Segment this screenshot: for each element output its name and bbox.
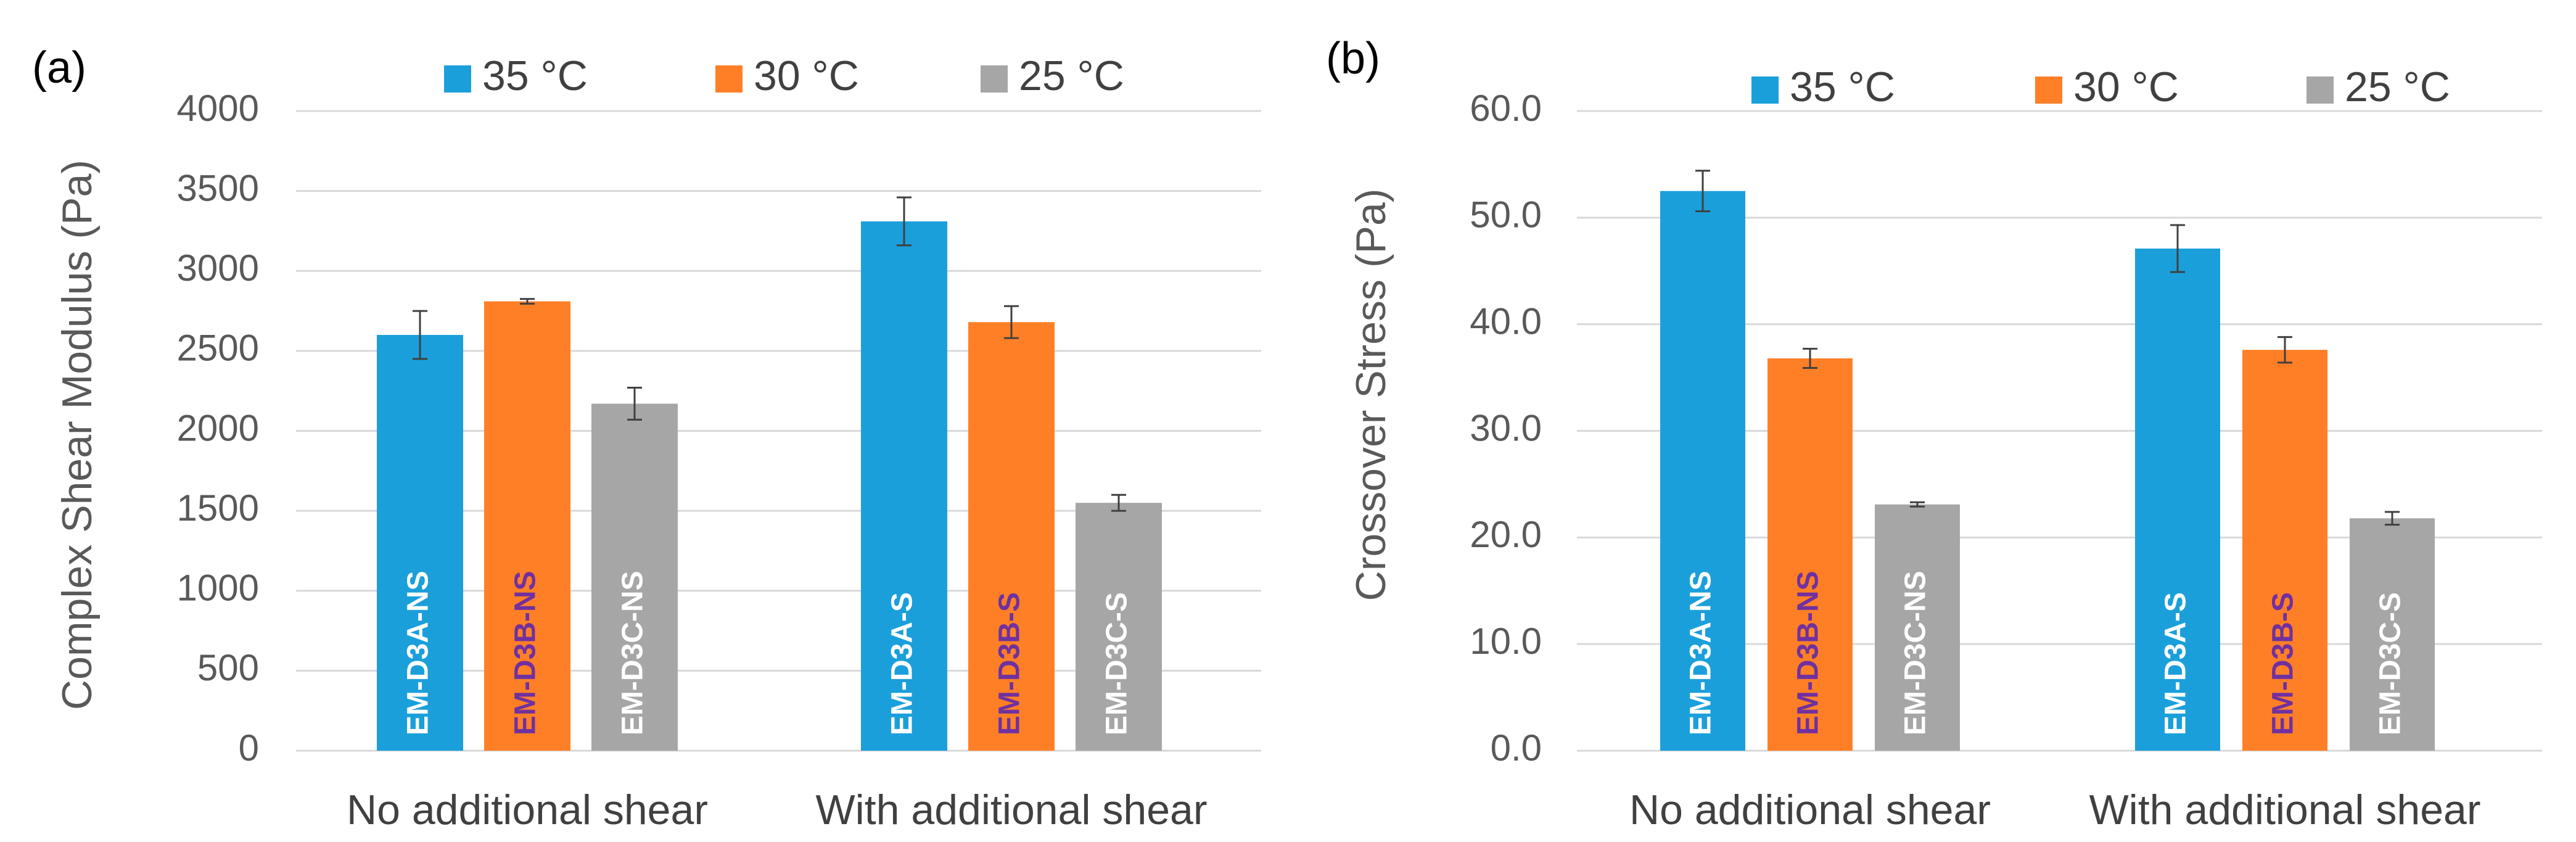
bar [591, 403, 678, 751]
bar-data-label: EM-D3A-S [2160, 592, 2192, 735]
bar [1875, 504, 1960, 751]
category-label: With additional shear [2089, 786, 2480, 833]
bar [377, 334, 463, 751]
y-tick-label: 500 [197, 647, 259, 688]
category-label: With additional shear [815, 786, 1207, 833]
bar-data-label: EM-D3C-NS [617, 571, 649, 735]
legend-label: 30 °C [754, 52, 859, 99]
legend-label: 25 °C [1019, 52, 1124, 99]
bar-data-label: EM-D3C-S [2374, 592, 2407, 735]
bar-data-label: EM-D3A-NS [402, 571, 435, 735]
bar-data-label: EM-D3A-S [886, 592, 919, 735]
y-tick-label: 4000 [177, 88, 259, 129]
bar-data-label: EM-D3C-NS [1899, 571, 1932, 735]
y-tick-label: 40.0 [1470, 301, 1542, 342]
bar [968, 322, 1055, 751]
y-tick-label: 20.0 [1470, 514, 1542, 555]
y-tick-label: 50.0 [1470, 194, 1542, 236]
bar [1767, 358, 1853, 751]
legend-swatch [715, 65, 743, 93]
bar [1660, 191, 1745, 751]
y-tick-label: 3000 [177, 247, 259, 289]
y-tick-label: 1000 [177, 568, 259, 609]
legend-label: 30 °C [2073, 64, 2179, 110]
bar-data-label: EM-D3B-S [994, 592, 1026, 735]
legend-swatch [2035, 76, 2062, 104]
y-tick-label: 10.0 [1470, 621, 1542, 662]
bar [2135, 248, 2220, 751]
y-axis-label: Crossover Stress (Pa) [1348, 189, 1394, 601]
legend-label: 25 °C [2345, 64, 2450, 110]
legend-label: 35 °C [482, 52, 588, 99]
y-tick-label: 60.0 [1470, 88, 1542, 129]
bar [1076, 503, 1162, 751]
y-tick-label: 2500 [177, 328, 259, 369]
panel-label: (a) [32, 43, 86, 93]
legend-swatch [444, 65, 471, 93]
panel-label: (b) [1326, 34, 1380, 83]
bar [484, 301, 570, 751]
chart-panel-a: (a) 0 500 1000 1500 2000 2500 3000 3500 4000 Compl… [32, 43, 1261, 833]
chart-panel-b: (b) 0.0 10.0 20.0 30.0 40.0 50.0 60.0 Crossover … [1326, 34, 2542, 833]
bar-data-label: EM-D3A-NS [1685, 571, 1718, 735]
y-tick-label: 2000 [177, 407, 259, 448]
bar-data-label: EM-D3C-S [1101, 592, 1134, 735]
category-label: No additional shear [347, 786, 708, 833]
category-label: No additional shear [1629, 786, 1991, 833]
bar [2350, 518, 2435, 751]
bar [861, 221, 947, 751]
legend-swatch [981, 65, 1008, 93]
y-axis-label: Complex Shear Modulus (Pa) [54, 160, 101, 710]
legend-label: 35 °C [1790, 64, 1895, 110]
bar-data-label: EM-D3B-NS [509, 571, 542, 735]
y-tick-label: 30.0 [1470, 407, 1542, 448]
y-tick-label: 3500 [177, 167, 259, 208]
bar [2242, 350, 2327, 751]
bar-data-label: EM-D3B-S [2267, 592, 2300, 735]
legend-swatch [2306, 76, 2334, 104]
y-tick-label: 0.0 [1491, 727, 1542, 769]
legend-swatch [1751, 76, 1779, 104]
y-tick-label: 1500 [177, 487, 259, 529]
bar-data-label: EM-D3B-NS [1792, 571, 1825, 735]
y-tick-label: 0 [239, 727, 259, 769]
